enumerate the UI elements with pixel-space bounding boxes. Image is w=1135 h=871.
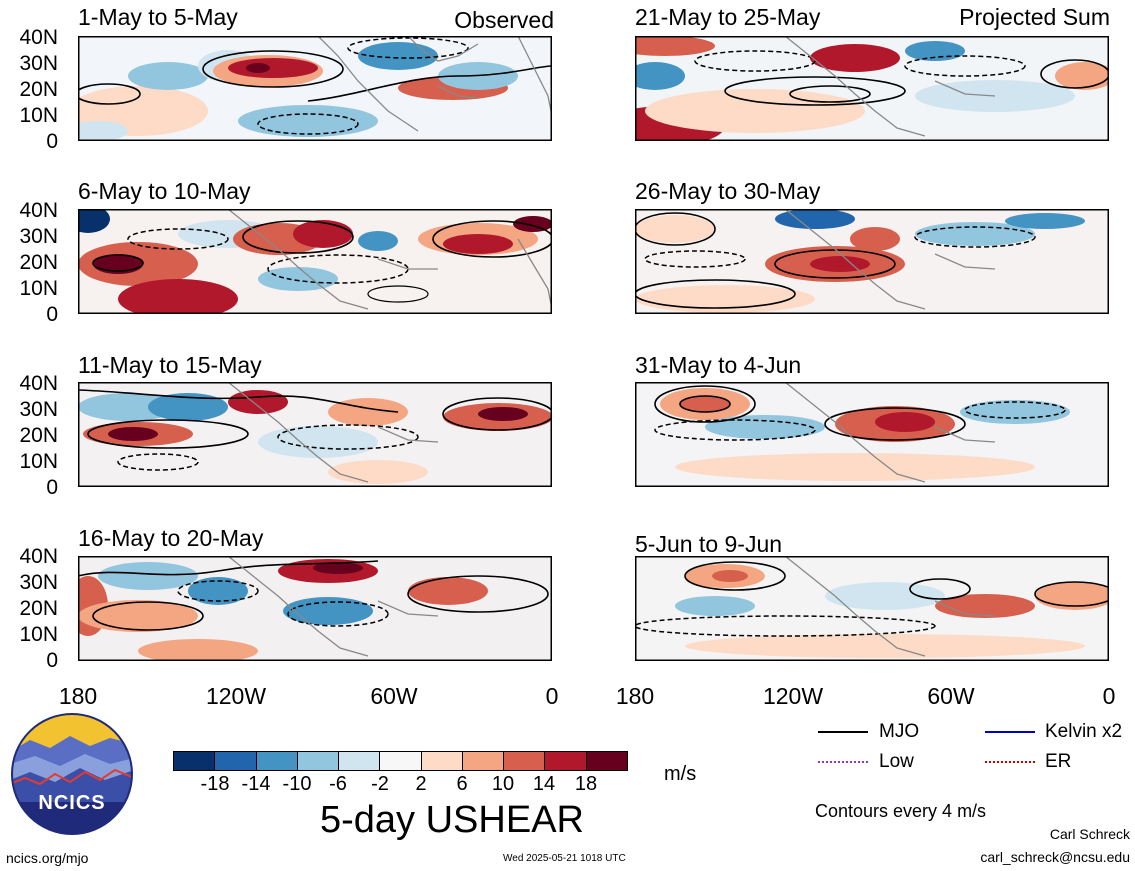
lat-label: 40N (19, 372, 58, 395)
map-field (635, 36, 1109, 141)
colorbar-label: 18 (574, 773, 598, 795)
lat-label: 0 (46, 130, 58, 153)
panel-title-6: 26-May to 30-May (635, 178, 821, 204)
colorbar-units: m/s (664, 763, 697, 785)
contours-note: Contours every 4 m/s (815, 801, 987, 821)
map-panel-observed-4 (78, 556, 552, 661)
ncics-logo: NCICS (10, 712, 134, 836)
map-field (78, 209, 552, 314)
legend-label-low: Low (879, 751, 914, 772)
website-link[interactable]: ncics.org/mjo (6, 850, 89, 866)
map-field (78, 382, 552, 487)
colorbar-swatch (174, 752, 216, 770)
colorbar-swatch (462, 752, 505, 770)
colorbar-label: 10 (491, 773, 515, 795)
projected-sum-label: Projected Sum (959, 4, 1110, 30)
author: Carl Schreck (1049, 826, 1130, 842)
colorbar (173, 751, 628, 771)
lon-label: 120W (205, 683, 267, 709)
colorbar-swatch (297, 752, 340, 770)
map-field (78, 556, 552, 661)
map-field (635, 556, 1109, 661)
map-panel-projected-4 (635, 556, 1109, 661)
lon-label: 180 (615, 683, 655, 709)
colorbar-label: -2 (371, 773, 389, 795)
logo-text: NCICS (38, 792, 106, 814)
colorbar-label: -10 (282, 773, 312, 795)
map-field (635, 382, 1109, 487)
map-panel-observed-2 (78, 209, 552, 314)
legend-line-er (985, 761, 1035, 763)
panel-title-1: 1-May to 5-May (78, 4, 238, 30)
colorbar-swatch (339, 752, 381, 770)
legend-line-low (818, 761, 868, 763)
colorbar-swatch (545, 752, 587, 770)
lon-label: 120W (762, 683, 824, 709)
legend-line-kelvin (985, 731, 1035, 733)
map-panel-observed-3 (78, 382, 552, 487)
panel-title-3: 11-May to 15-May (78, 352, 262, 378)
map-field (635, 209, 1109, 314)
map-panel-projected-3 (635, 382, 1109, 487)
lat-label: 10N (19, 104, 58, 127)
lat-label: 0 (46, 476, 58, 499)
map-panel-projected-1 (635, 36, 1109, 141)
colorbar-label: -18 (200, 773, 230, 795)
lat-label: 40N (19, 26, 58, 49)
panel-title-7: 31-May to 4-Jun (635, 352, 802, 378)
lon-label: 60W (370, 683, 418, 709)
colorbar-label: -14 (241, 773, 271, 795)
lat-label: 30N (19, 398, 58, 421)
panel-title-5: 21-May to 25-May (635, 4, 821, 30)
panel-title-4: 16-May to 20-May (78, 525, 264, 551)
colorbar-label: 6 (456, 773, 468, 795)
main-title: 5-day USHEAR (320, 799, 584, 841)
colorbar-swatch (504, 752, 546, 770)
lat-label: 30N (19, 571, 58, 594)
colorbar-swatch (215, 752, 257, 770)
map-field (78, 36, 552, 141)
lon-label: 0 (1102, 683, 1116, 709)
legend-line-mjo (818, 731, 868, 733)
lon-label: 180 (58, 683, 98, 709)
lat-label: 20N (19, 424, 58, 447)
timestamp: Wed 2025-05-21 1018 UTC (503, 853, 626, 864)
lat-label: 10N (19, 277, 58, 300)
author-email[interactable]: carl_schreck@ncsu.edu (980, 849, 1130, 865)
lat-label: 20N (19, 251, 58, 274)
lon-label: 60W (927, 683, 975, 709)
lat-label: 40N (19, 545, 58, 568)
lat-label: 10N (19, 623, 58, 646)
lat-label: 20N (19, 597, 58, 620)
colorbar-label: 14 (532, 773, 556, 795)
lon-label: 0 (545, 683, 559, 709)
colorbar-label: 2 (415, 773, 427, 795)
lat-label: 20N (19, 78, 58, 101)
lat-label: 0 (46, 649, 58, 672)
logo-mountains-icon (11, 713, 133, 835)
lat-label: 30N (19, 52, 58, 75)
lat-label: 40N (19, 199, 58, 222)
colorbar-swatch (586, 752, 627, 770)
colorbar-swatch (421, 752, 463, 770)
map-panel-projected-2 (635, 209, 1109, 314)
lat-label: 0 (46, 303, 58, 326)
observed-label: Observed (454, 7, 554, 33)
lat-label: 30N (19, 225, 58, 248)
lat-label: 10N (19, 450, 58, 473)
colorbar-swatch (380, 752, 422, 770)
legend-label-mjo: MJO (879, 721, 920, 742)
panel-title-8: 5-Jun to 9-Jun (635, 531, 783, 557)
panel-title-2: 6-May to 10-May (78, 178, 251, 204)
colorbar-swatch (256, 752, 298, 770)
legend-label-er: ER (1045, 751, 1072, 772)
map-panel-observed-1 (78, 36, 552, 141)
legend-label-kelvin: Kelvin x2 (1045, 721, 1123, 742)
colorbar-label: -6 (329, 773, 347, 795)
